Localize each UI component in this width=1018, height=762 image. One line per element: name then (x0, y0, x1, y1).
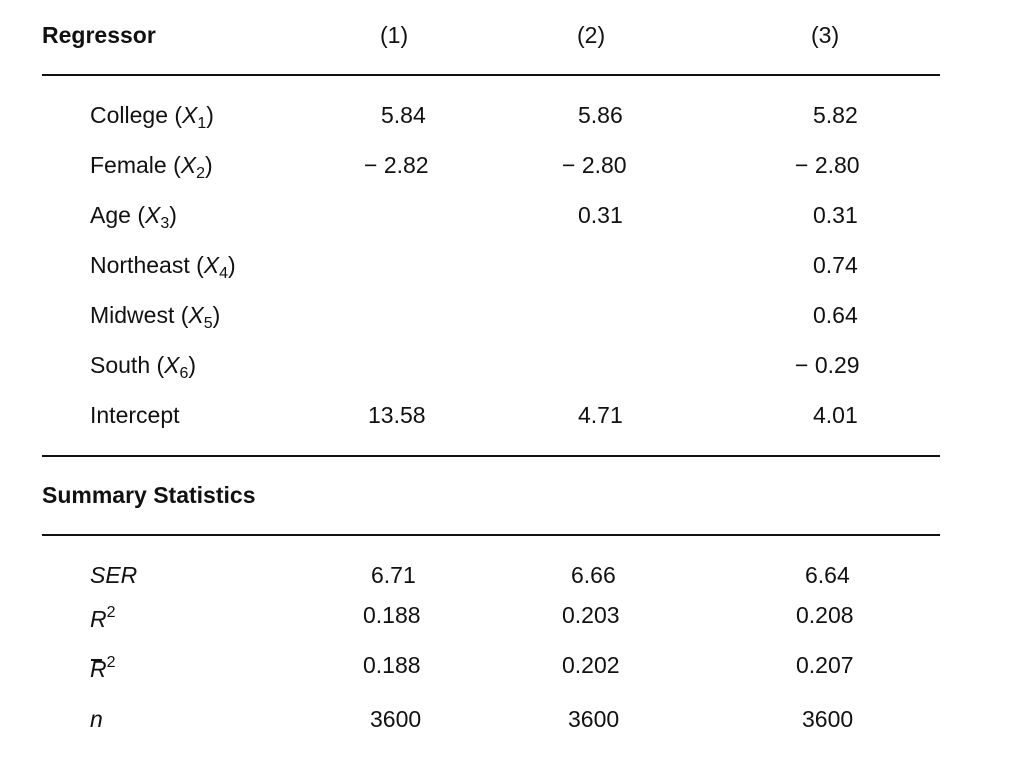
summary-label-r2: R2 (90, 604, 116, 633)
cell-northeast-3: 0.74 (813, 252, 858, 278)
cell-adj-r2-1: 0.188 (363, 652, 421, 678)
cell-female-1: − 2.82 (364, 152, 429, 178)
cell-n-3: 3600 (802, 706, 854, 732)
cell-female-3: − 2.80 (795, 152, 860, 178)
row-label-intercept: Intercept (90, 402, 180, 428)
cell-midwest-3: 0.64 (813, 302, 858, 328)
cell-south-3: − 0.29 (795, 352, 860, 378)
cell-intercept-3: 4.01 (813, 402, 858, 428)
rule-summary (42, 534, 940, 536)
cell-ser-1: 6.71 (371, 562, 416, 588)
col-header-1: (1) (380, 22, 409, 48)
row-label-midwest: Midwest (X5) (90, 302, 221, 332)
cell-female-2: − 2.80 (562, 152, 627, 178)
cell-adj-r2-2: 0.202 (562, 652, 620, 678)
cell-college-1: 5.84 (381, 102, 426, 128)
regressor-header: Regressor (42, 22, 156, 48)
cell-adj-r2-3: 0.207 (796, 652, 854, 678)
cell-age-3: 0.31 (813, 202, 858, 228)
cell-college-2: 5.86 (578, 102, 623, 128)
row-label-college: College (X1) (90, 102, 214, 132)
cell-college-3: 5.82 (813, 102, 858, 128)
cell-n-1: 3600 (370, 706, 422, 732)
row-label-south: South (X6) (90, 352, 197, 382)
cell-r2-2: 0.203 (562, 602, 620, 628)
overbar (91, 659, 102, 661)
summary-label-ser: SER (90, 562, 138, 588)
cell-n-2: 3600 (568, 706, 620, 732)
cell-ser-3: 6.64 (805, 562, 850, 588)
summary-label-adj-r2: R2 (90, 654, 116, 683)
cell-intercept-1: 13.58 (368, 402, 426, 428)
col-header-3: (3) (811, 22, 840, 48)
cell-intercept-2: 4.71 (578, 402, 623, 428)
rule-middle (42, 455, 940, 457)
rule-top (42, 74, 940, 76)
cell-r2-1: 0.188 (363, 602, 421, 628)
summary-title: Summary Statistics (42, 482, 256, 508)
cell-age-2: 0.31 (578, 202, 623, 228)
row-label-age: Age (X3) (90, 202, 177, 232)
row-label-female: Female (X2) (90, 152, 213, 182)
summary-label-n: n (90, 706, 103, 732)
col-header-2: (2) (577, 22, 606, 48)
row-label-northeast: Northeast (X4) (90, 252, 236, 282)
cell-r2-3: 0.208 (796, 602, 854, 628)
cell-ser-2: 6.66 (571, 562, 616, 588)
